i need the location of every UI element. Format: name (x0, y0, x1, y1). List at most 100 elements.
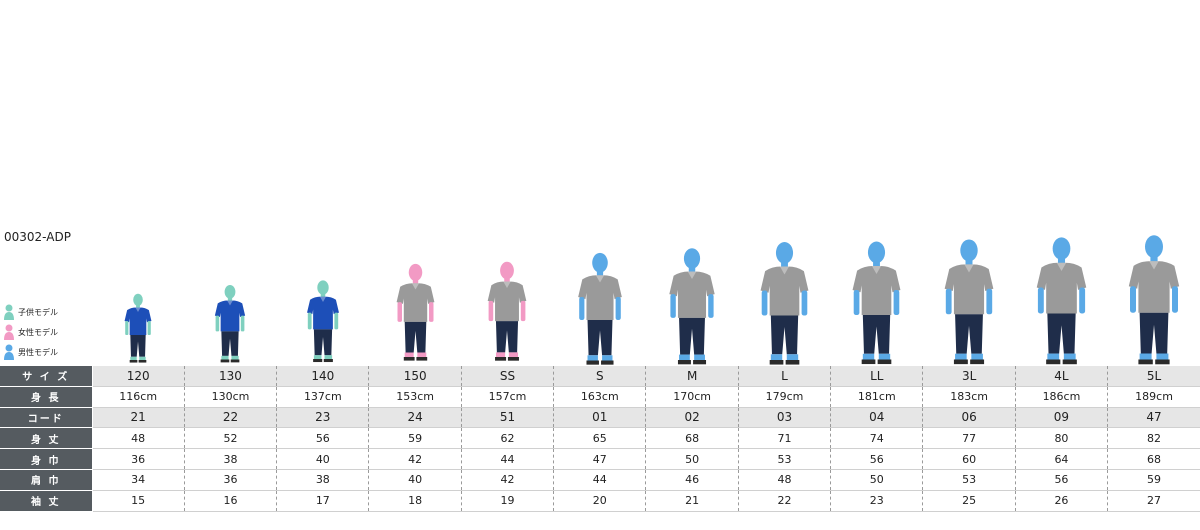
legend-label: 男性モデル (18, 347, 58, 357)
table-row: 袖 丈 15 16 17 18 19 20 21 22 23 25 26 27 (0, 490, 1200, 512)
table-cell: 23 (830, 490, 924, 512)
table-cell: 04 (830, 407, 924, 429)
table-cell: 18 (368, 490, 462, 512)
table-cell: 42 (368, 448, 462, 470)
table-cell: 51 (461, 407, 555, 429)
row-header: コード (0, 407, 93, 429)
row-header: 身 丈 (0, 427, 93, 450)
table-cell: M (645, 366, 739, 387)
table-cell: 06 (922, 407, 1016, 429)
table-cell: 40 (368, 469, 462, 491)
table-cell: 116cm (92, 386, 185, 408)
table-cell: 02 (645, 407, 739, 429)
table-cell: 48 (738, 469, 832, 491)
model-figure-kid (307, 280, 339, 363)
table-cell: 120 (92, 366, 185, 387)
legend-label: 女性モデル (18, 327, 58, 337)
table-cell: 80 (1015, 427, 1109, 450)
row-header: 身 長 (0, 386, 93, 408)
table-cell: 50 (645, 448, 739, 470)
table-cell: 36 (92, 448, 185, 470)
model-figure-kid (214, 284, 246, 363)
table-cell: 130cm (184, 386, 278, 408)
table-cell: 3L (922, 366, 1016, 387)
male-model-icon (4, 344, 14, 360)
legend-item-kid: 子供モデル (3, 302, 58, 322)
model-figure-female (396, 263, 435, 361)
table-cell: 48 (92, 427, 185, 450)
table-cell: 163cm (553, 386, 647, 408)
table-cell: L (738, 366, 832, 387)
table-cell: 09 (1015, 407, 1109, 429)
model-figure-male (852, 241, 901, 365)
table-cell: 77 (922, 427, 1016, 450)
table-cell: 153cm (368, 386, 462, 408)
legend-label: 子供モデル (18, 307, 58, 317)
female-model-icon (4, 324, 14, 340)
row-header: サ イ ズ (0, 366, 93, 387)
table-cell: 170cm (645, 386, 739, 408)
table-cell: 82 (1107, 427, 1200, 450)
table-cell: 34 (92, 469, 185, 491)
table-cell: 5L (1107, 366, 1200, 387)
table-cell: 68 (1107, 448, 1200, 470)
table-cell: 150 (368, 366, 462, 387)
model-figure-male (578, 252, 622, 365)
legend-item-female: 女性モデル (3, 322, 58, 342)
model-figure-kid (124, 293, 152, 363)
table-cell: 40 (276, 448, 370, 470)
table-cell: 36 (184, 469, 278, 491)
table-cell: 53 (922, 469, 1016, 491)
table-cell: SS (461, 366, 555, 387)
table-cell: 157cm (461, 386, 555, 408)
model-figure-female (487, 261, 527, 361)
size-table: サ イ ズ 120 130 140 150 SS S M L LL 3L 4L 5L 身 長 116cm 13… (0, 366, 1200, 512)
product-code: 00302-ADP (4, 230, 71, 244)
table-cell: 60 (922, 448, 1016, 470)
legend-item-male: 男性モデル (3, 342, 58, 362)
table-cell: 52 (184, 427, 278, 450)
model-legend: 子供モデル 女性モデル 男性モデル (3, 302, 58, 362)
table-cell: 23 (276, 407, 370, 429)
table-cell: 140 (276, 366, 370, 387)
table-cell: 189cm (1107, 386, 1200, 408)
table-cell: 20 (553, 490, 647, 512)
table-cell: 62 (461, 427, 555, 450)
table-row: サ イ ズ 120 130 140 150 SS S M L LL 3L 4L 5L (0, 366, 1200, 387)
table-cell: 25 (922, 490, 1016, 512)
table-cell: 46 (645, 469, 739, 491)
table-cell: S (553, 366, 647, 387)
table-cell: 64 (1015, 448, 1109, 470)
table-cell: 21 (92, 407, 185, 429)
table-cell: 47 (1107, 407, 1200, 429)
kid-model-icon (4, 304, 14, 320)
table-cell: 56 (830, 448, 924, 470)
table-cell: 03 (738, 407, 832, 429)
table-cell: 44 (553, 469, 647, 491)
table-row: 身 長 116cm 130cm 137cm 153cm 157cm 163cm 170cm 17… (0, 386, 1200, 408)
row-header: 肩 巾 (0, 469, 93, 491)
table-cell: 42 (461, 469, 555, 491)
table-cell: 21 (645, 490, 739, 512)
table-row: 身 丈 48 52 56 59 62 65 68 71 74 77 80 82 (0, 427, 1200, 450)
row-header: 袖 丈 (0, 490, 93, 512)
table-cell: 38 (276, 469, 370, 491)
table-cell: 44 (461, 448, 555, 470)
table-cell: 56 (276, 427, 370, 450)
table-cell: 181cm (830, 386, 924, 408)
table-cell: 186cm (1015, 386, 1109, 408)
table-cell: 47 (553, 448, 647, 470)
model-figure-male (669, 248, 715, 365)
table-cell: 59 (368, 427, 462, 450)
table-cell: 17 (276, 490, 370, 512)
model-figures (92, 225, 1200, 366)
table-cell: 59 (1107, 469, 1200, 491)
table-cell: 183cm (922, 386, 1016, 408)
table-cell: 65 (553, 427, 647, 450)
table-cell: 4L (1015, 366, 1109, 387)
table-cell: 74 (830, 427, 924, 450)
table-cell: 15 (92, 490, 185, 512)
table-row: 身 巾 36 38 40 42 44 47 50 53 56 60 64 68 (0, 448, 1200, 470)
row-header: 身 巾 (0, 448, 93, 470)
table-cell: LL (830, 366, 924, 387)
